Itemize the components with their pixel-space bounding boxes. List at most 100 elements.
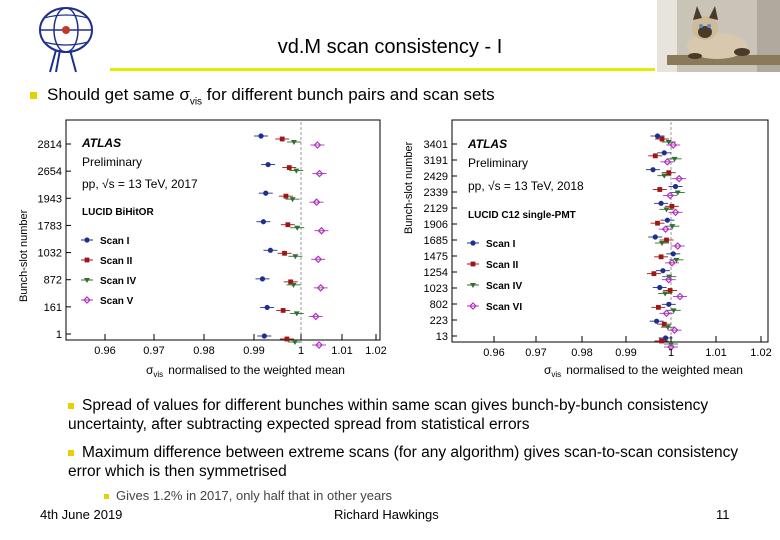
legend-marker [84,237,90,243]
data-point [675,174,683,183]
data-point [669,203,675,209]
y-axis-label: Bunch-slot number [403,141,415,234]
data-point [672,183,679,190]
y-tick-label: 2654 [38,166,62,178]
data-point [656,304,661,310]
data-point [670,308,677,314]
data-point [671,156,678,162]
legend-label: Scan II [486,260,518,271]
y-axis-label: Bunch-slot number [18,209,30,302]
data-point [258,133,264,139]
data-point [291,340,298,345]
main-bullet: Should get same σvis for different bunch… [30,85,495,107]
data-point [259,276,266,282]
data-point [658,254,664,260]
data-point [315,341,323,349]
y-tick-label: 1254 [424,267,448,279]
data-point [658,200,664,206]
data-point [261,333,267,339]
legend-label: Scan VI [486,302,522,313]
bullet-text: Maximum difference between extreme scans… [68,444,739,480]
y-tick-label: 3401 [424,139,448,151]
sigma-symbol: σ [179,85,190,104]
x-tick-label: 1 [298,345,304,357]
footer-author: Richard Hawkings [334,507,439,522]
y-tick-label: 1685 [424,235,448,247]
data-point [663,207,670,213]
data-point [663,335,669,341]
y-tick-label: 1023 [424,283,448,295]
y-tick-label: 1475 [424,251,448,263]
chart-2017: Bunch-slot number 0.96 0.97 0.98 0.99 1 1.01 1… [18,119,387,379]
legend-label: Scan IV [486,281,522,292]
bullet-marker [68,402,74,409]
y-tick-label: 1906 [424,219,448,231]
data-point [314,255,323,264]
footer-date: 4th June 2019 [40,507,123,522]
y-tick-label: 2429 [424,171,448,183]
data-point [650,167,656,173]
data-point [311,312,320,321]
data-point [657,284,663,291]
y-tick-label: 2339 [424,187,448,199]
data-point [292,254,299,260]
data-point [664,237,669,243]
x-tick-label: 1.02 [365,345,386,357]
data-point [293,168,300,174]
y-tick-labels: 2814 2654 1943 1783 1032 872 161 1 [38,139,71,341]
bullet-marker [30,92,37,100]
data-point [662,309,671,318]
data-point [662,291,669,297]
x-tick-label: 0.97 [143,345,164,357]
data-point [290,282,297,288]
detector-label: LUCID BiHitOR [82,207,154,218]
data-point [664,217,670,223]
data-point [654,318,660,324]
legend-marker [84,257,90,263]
chart-marks [646,122,687,351]
x-tick-label: 1.01 [331,345,352,357]
data-point [670,251,676,257]
title-underline [110,68,655,71]
preliminary-label: Preliminary [82,155,142,169]
data-point [660,268,666,274]
x-tick-label: 0.98 [571,347,592,359]
data-point [673,242,682,250]
y-tick-label: 872 [44,275,62,287]
data-point [312,198,321,206]
y-tick-label: 1 [56,329,62,341]
data-point [664,275,673,284]
chart-2018: Bunch-slot number 0.96 0.97 0.98 0.99 1 1.01 1… [403,119,772,379]
data-point [289,197,296,203]
data-point [665,140,672,145]
bullet-marker [104,494,109,500]
y-tick-label: 802 [430,299,448,311]
data-point [288,279,294,285]
data-point [293,311,300,317]
data-point [667,288,673,293]
legend-label: Scan I [100,236,130,247]
plot-frame [451,119,769,343]
energy-label: pp, √s = 13 TeV, 2018 [468,179,584,193]
data-point [284,336,290,342]
x-tick-label: 0.99 [615,347,636,359]
y-tick-label: 2814 [38,139,62,151]
y-tick-label: 161 [44,302,62,314]
y-tick-label: 3191 [424,155,448,167]
data-point [666,301,672,307]
data-point [317,226,326,235]
atlas-label: ATLAS [81,136,121,150]
data-point [280,308,286,313]
data-point [294,225,301,231]
legend: Scan I Scan II Scan IV Scan V [81,236,136,307]
x-tick-labels: 0.96 0.97 0.98 0.99 1 1.01 1.02 [94,334,387,357]
x-axis-label: σvis normalised to the weighted mean [544,363,743,379]
x-tick-label: 0.97 [525,347,546,359]
legend-marker [83,296,91,304]
data-point [313,141,322,149]
x-axis-label: σvis normalised to the weighted mean [146,363,345,379]
y-tick-label: 2129 [424,203,448,215]
bullet-text: Spread of values for different bunches w… [68,397,709,433]
data-point [666,170,672,176]
data-point [279,136,285,142]
